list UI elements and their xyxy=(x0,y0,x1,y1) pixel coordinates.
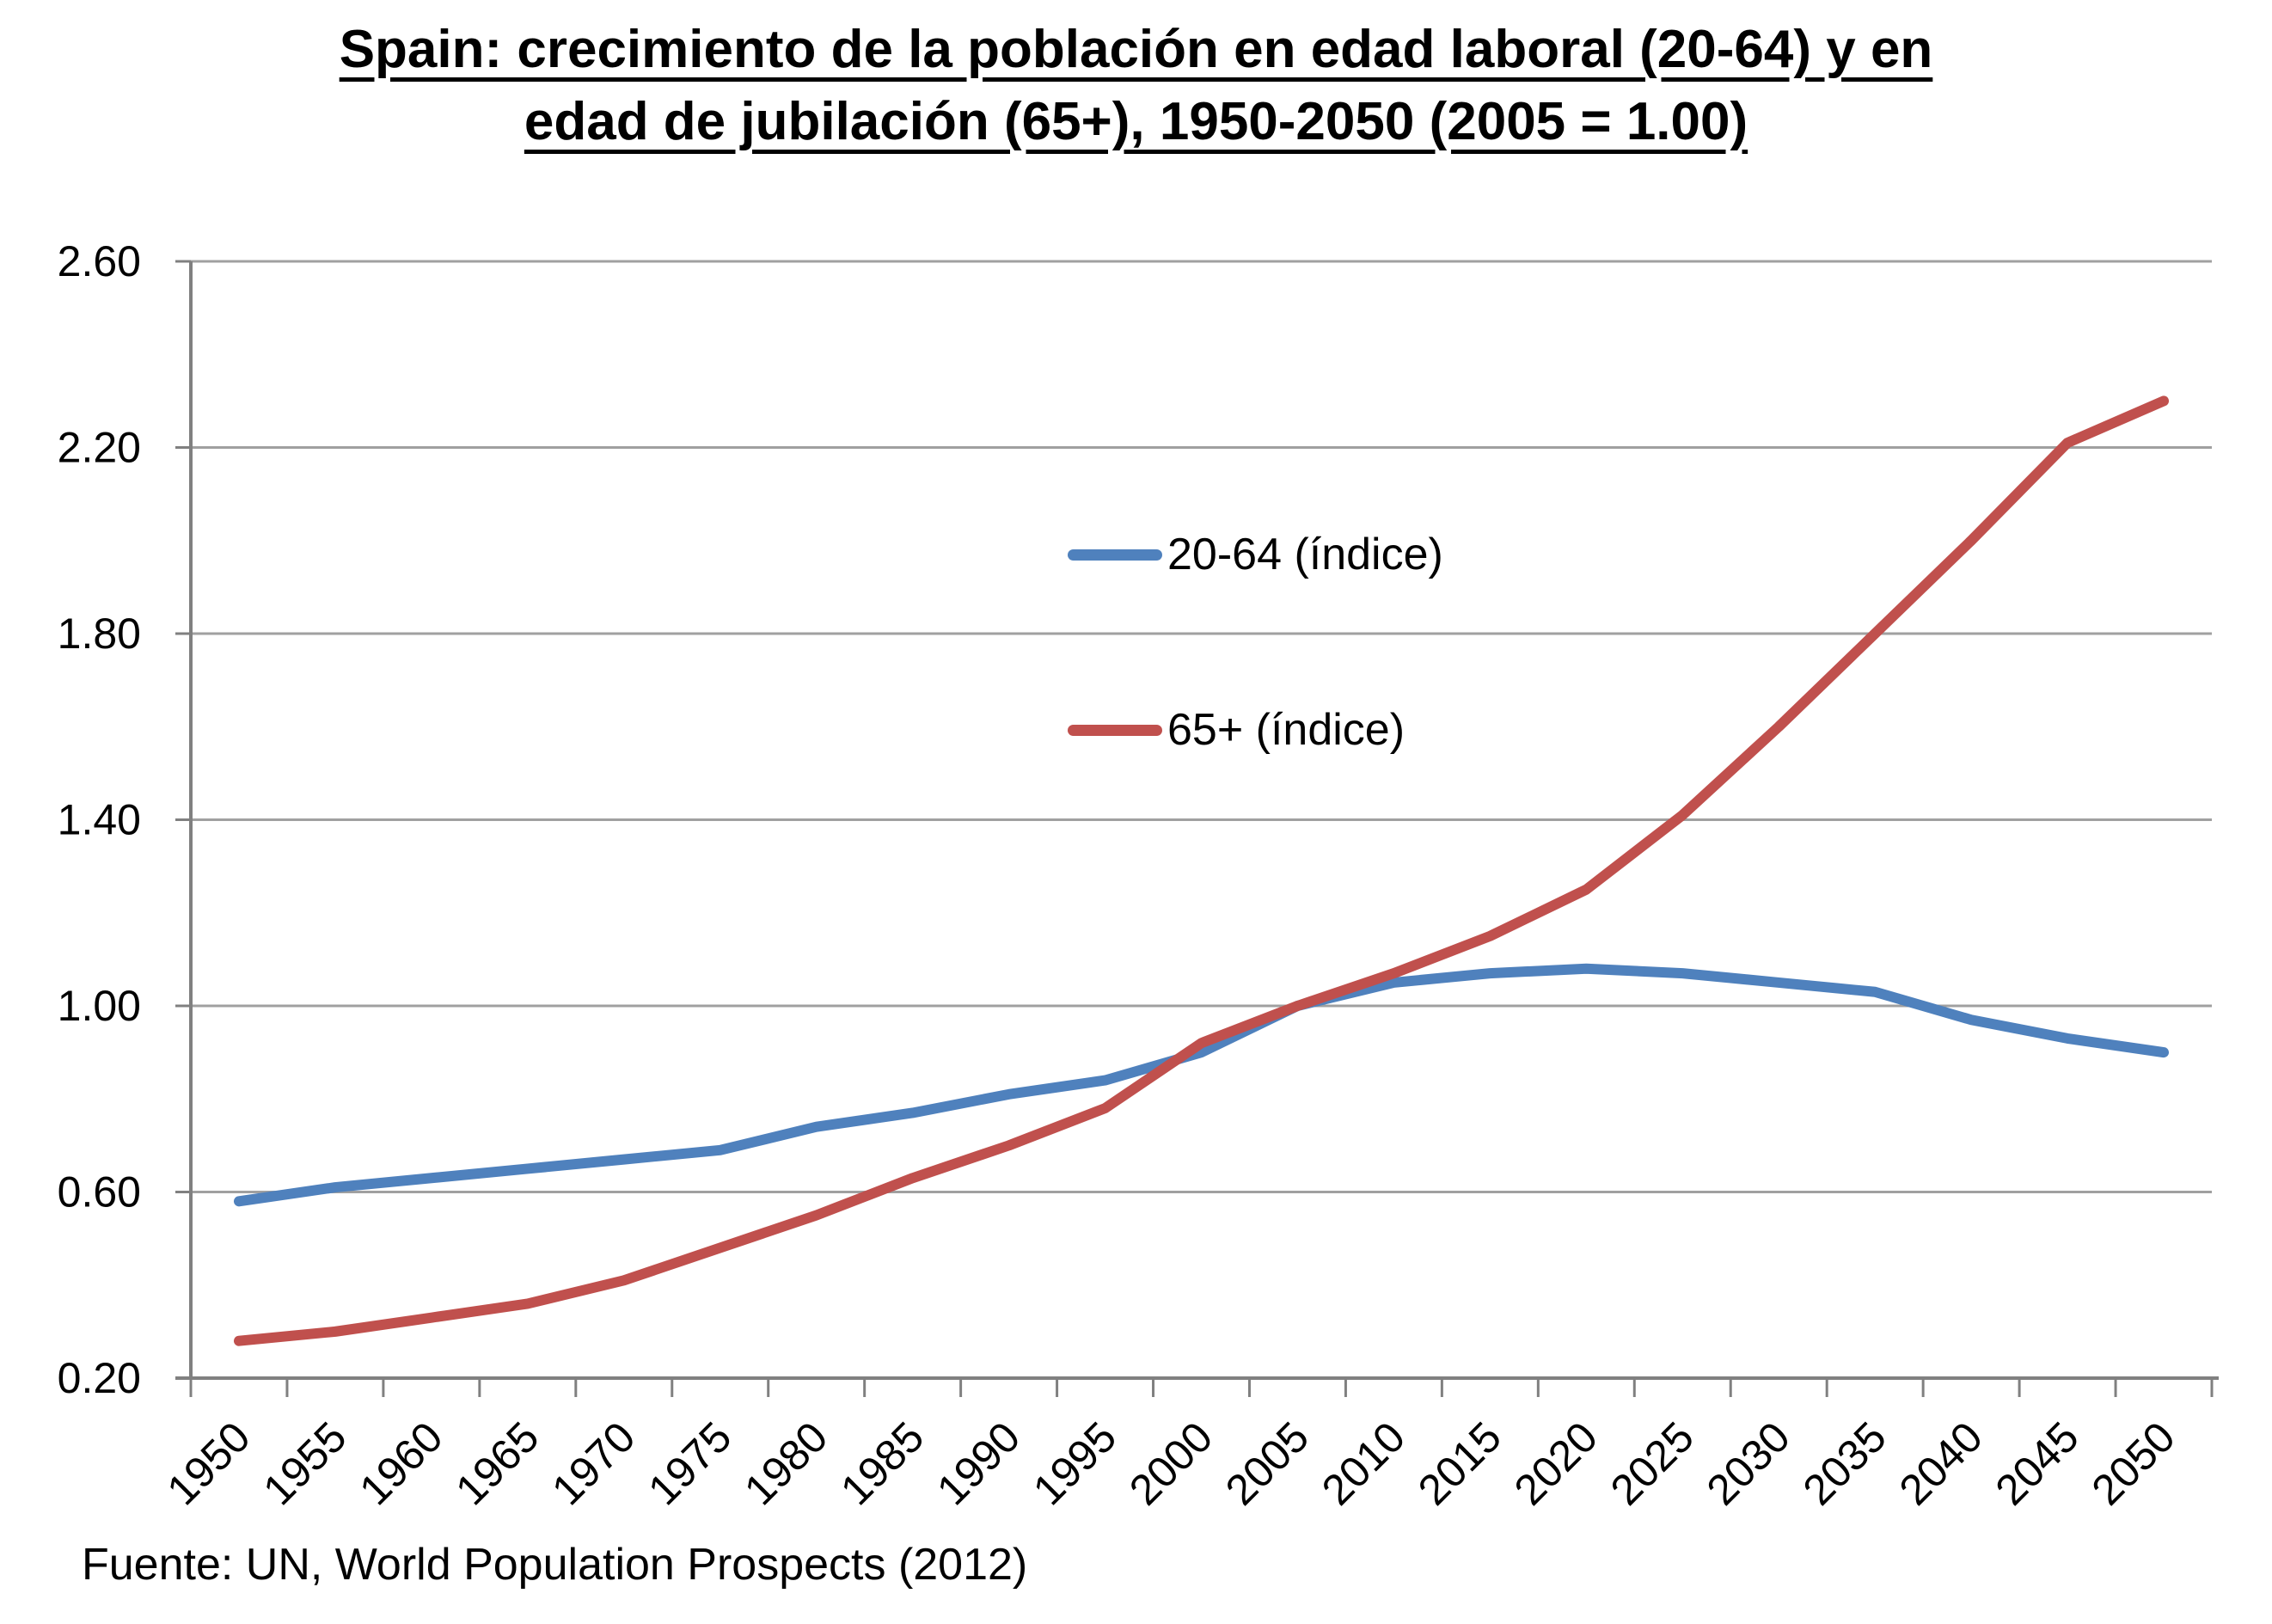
x-tick-label: 1975 xyxy=(639,1413,740,1514)
x-tick-label: 2030 xyxy=(1698,1413,1799,1514)
x-tick-label: 1960 xyxy=(350,1413,451,1514)
x-tick-labels: 1950195519601965197019751980198519901995… xyxy=(158,1413,2184,1514)
chart-title-line-2: edad de jubilación (65+), 1950-2050 (200… xyxy=(524,92,1748,151)
x-tick-label: 2050 xyxy=(2083,1413,2184,1514)
x-tick-label: 1965 xyxy=(446,1413,548,1514)
y-tick-label: 2.60 xyxy=(58,237,141,285)
x-tick-label: 1990 xyxy=(928,1413,1029,1514)
x-tick-label: 2000 xyxy=(1120,1413,1222,1514)
x-tick-label: 2005 xyxy=(1216,1413,1318,1514)
y-tick-labels: 0.20 0.60 1.00 1.40 1.80 2.20 2.60 xyxy=(58,237,141,1402)
y-axis-ticks xyxy=(175,260,191,1380)
x-tick-label: 2040 xyxy=(1890,1413,1992,1514)
y-tick-label: 0.60 xyxy=(58,1168,141,1216)
x-tick-label: 1980 xyxy=(735,1413,836,1514)
x-tick-label: 2025 xyxy=(1601,1413,1703,1514)
x-tick-label: 2020 xyxy=(1505,1413,1607,1514)
x-tick-label: 1950 xyxy=(158,1413,260,1514)
y-tick-label: 0.20 xyxy=(58,1354,141,1402)
chart-title: Spain: crecimiento de la población en ed… xyxy=(0,14,2272,158)
x-axis-ticks xyxy=(189,1378,2214,1397)
y-tick-label: 2.20 xyxy=(58,424,141,472)
y-tick-label: 1.00 xyxy=(58,982,141,1030)
x-tick-label: 2035 xyxy=(1794,1413,1895,1514)
x-tick-label: 1995 xyxy=(1024,1413,1125,1514)
x-tick-label: 2015 xyxy=(1409,1413,1510,1514)
x-tick-label: 2010 xyxy=(1313,1413,1414,1514)
series-line-20-64 xyxy=(233,963,2170,1207)
series-line-65-plus xyxy=(233,395,2170,1346)
y-tick-label: 1.40 xyxy=(58,796,141,844)
x-tick-label: 1955 xyxy=(254,1413,355,1514)
x-tick-label: 1970 xyxy=(542,1413,644,1514)
chart-title-line-1: Spain: crecimiento de la población en ed… xyxy=(339,20,1933,79)
y-tick-label: 1.80 xyxy=(58,610,141,658)
x-tick-label: 2045 xyxy=(1987,1413,2088,1514)
source-note: Fuente: UN, World Population Prospects (… xyxy=(82,1540,1028,1590)
x-tick-label: 1985 xyxy=(831,1413,933,1514)
